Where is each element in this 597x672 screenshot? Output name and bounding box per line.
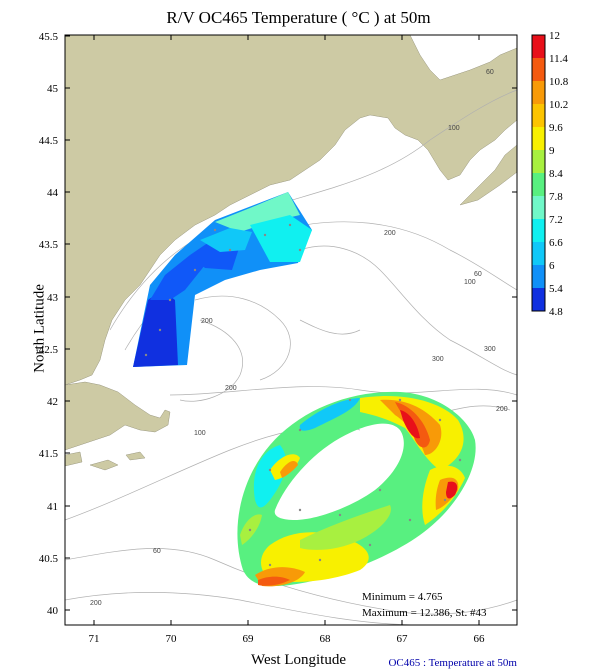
colorbar-swatch — [532, 104, 545, 127]
y-axis — [65, 35, 517, 611]
x-tick-label: 68 — [320, 633, 332, 645]
svg-text:300: 300 — [432, 356, 444, 363]
colorbar-label: 5.4 — [549, 283, 563, 295]
svg-text:200: 200 — [384, 230, 396, 237]
y-tick-label: 41 — [47, 501, 58, 513]
plot-frame — [64, 34, 518, 626]
svg-text:100: 100 — [448, 125, 460, 132]
svg-text:60: 60 — [474, 271, 482, 278]
colorbar-swatch — [532, 265, 545, 288]
georges-bank-temperature-field — [237, 391, 476, 587]
svg-text:200: 200 — [496, 406, 508, 413]
colorbar-label: 6 — [549, 260, 555, 272]
y-tick-label: 44 — [47, 187, 59, 199]
colorbar-swatch — [532, 150, 545, 173]
stats-box: Minimum = 4.765 Maximum = 12.386, St. #4… — [362, 591, 487, 619]
colorbar-label: 9.6 — [549, 122, 563, 134]
y-tick-labels: 45.5 45 44.5 44 43.5 43 42.5 42 41.5 41 … — [39, 31, 59, 617]
colorbar-swatch — [532, 288, 545, 311]
x-axis — [93, 35, 480, 625]
svg-text:200: 200 — [201, 318, 213, 325]
colorbar-swatch — [532, 242, 545, 265]
colorbar-swatch — [532, 173, 545, 196]
y-tick-label: 45.5 — [39, 31, 59, 43]
y-tick-label: 44.5 — [39, 135, 59, 147]
x-tick-label: 67 — [397, 633, 409, 645]
y-tick-label: 41.5 — [39, 448, 59, 460]
land-mass — [64, 34, 518, 471]
colorbar-label: 12 — [549, 30, 560, 42]
colorbar-swatch — [532, 219, 545, 242]
svg-text:100: 100 — [194, 430, 206, 437]
station-markers — [144, 223, 462, 567]
y-tick-label: 45 — [47, 83, 59, 95]
minimum-value: Minimum = 4.765 — [362, 591, 443, 603]
colorbar-swatch — [532, 127, 545, 150]
svg-text:300: 300 — [484, 346, 496, 353]
y-tick-label: 40 — [47, 605, 59, 617]
colorbar-label: 4.8 — [549, 306, 563, 318]
colorbar-label: 6.6 — [549, 237, 563, 249]
svg-text:200: 200 — [90, 600, 102, 607]
colorbar-labels: 12 11.4 10.8 10.2 9.6 9 8.4 7.8 7.2 6.6 … — [549, 30, 569, 318]
svg-text:100: 100 — [464, 279, 476, 286]
colorbar-swatch — [532, 58, 545, 81]
colorbar-swatch — [532, 81, 545, 104]
svg-text:200: 200 — [225, 385, 237, 392]
maximum-value: Maximum = 12.386, St. #43 — [362, 607, 487, 619]
map-title: R/V OC465 Temperature ( °C ) at 50m — [166, 8, 431, 27]
colorbar-label: 10.8 — [549, 76, 569, 88]
colorbar-label: 7.8 — [549, 191, 563, 203]
colorbar-label: 7.2 — [549, 214, 563, 226]
y-tick-label: 43 — [47, 292, 59, 304]
x-axis-label: West Longitude — [250, 652, 347, 668]
footer-caption: OC465 : Temperature at 50m — [388, 657, 517, 669]
y-tick-label: 42.5 — [39, 344, 59, 356]
x-tick-label: 71 — [89, 633, 100, 645]
colorbar-swatch — [532, 196, 545, 219]
gulf-of-maine-temperature-field — [133, 192, 312, 367]
y-tick-label: 40.5 — [39, 553, 59, 565]
y-tick-label: 42 — [47, 396, 58, 408]
colorbar-label: 11.4 — [549, 53, 568, 65]
colorbar-label: 10.2 — [549, 99, 568, 111]
y-tick-label: 43.5 — [39, 239, 59, 251]
svg-text:60: 60 — [153, 548, 161, 555]
x-tick-label: 70 — [166, 633, 178, 645]
y-axis-label: North Latitude — [31, 284, 48, 373]
colorbar-label: 8.4 — [549, 168, 563, 180]
svg-text:60: 60 — [486, 69, 494, 76]
colorbar — [531, 34, 546, 312]
colorbar-swatch — [532, 35, 545, 58]
x-tick-labels: 71 70 69 68 67 66 — [89, 633, 486, 645]
colorbar-label: 9 — [549, 145, 555, 157]
x-tick-label: 69 — [243, 633, 255, 645]
x-tick-label: 66 — [474, 633, 486, 645]
